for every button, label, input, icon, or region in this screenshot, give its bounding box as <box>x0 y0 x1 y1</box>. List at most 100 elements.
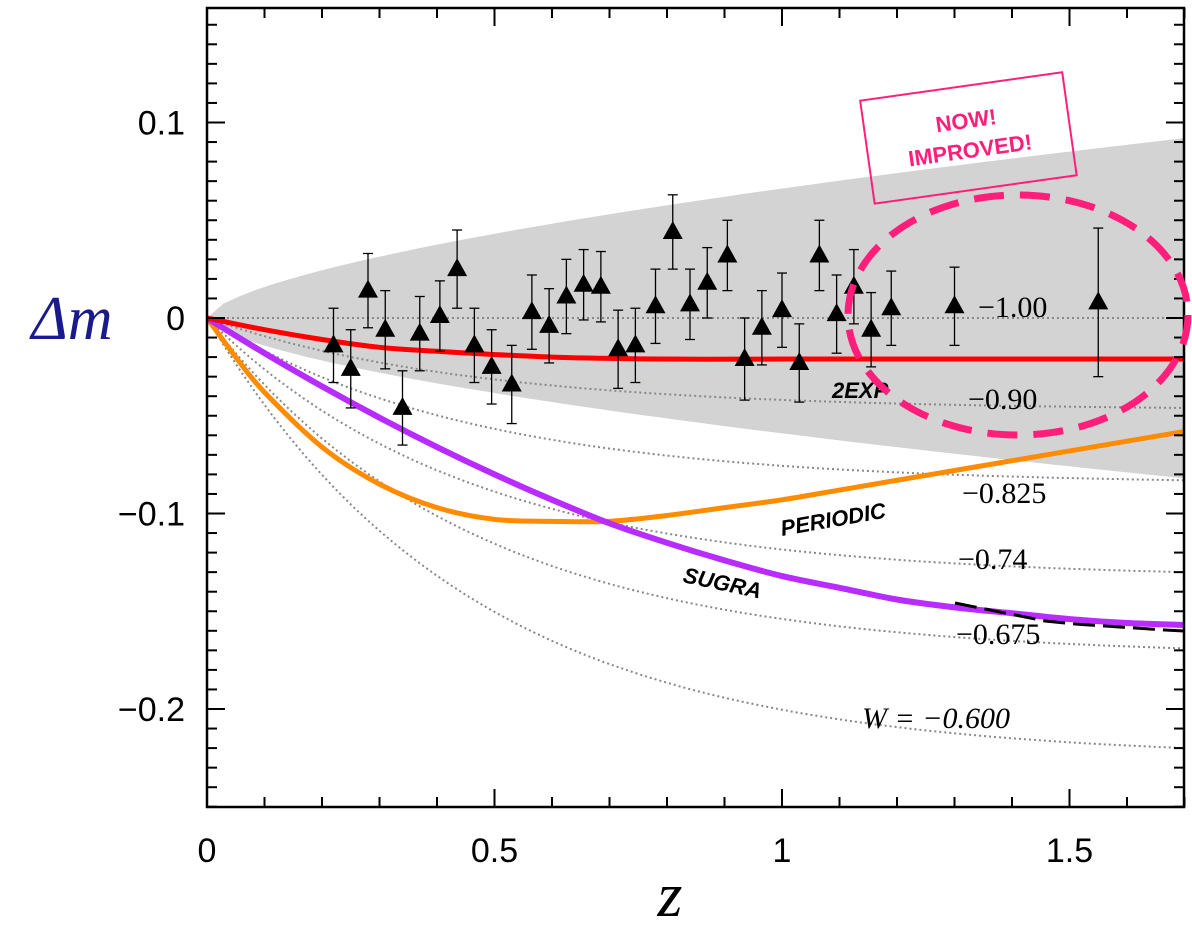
x-tick-label: 0 <box>198 832 217 870</box>
point-marker <box>881 297 902 316</box>
data-point <box>608 309 629 390</box>
y-tick-label: 0.1 <box>138 105 185 143</box>
data-point <box>772 272 792 348</box>
data-point <box>697 246 718 319</box>
data-point <box>573 248 594 321</box>
point-marker <box>734 348 755 367</box>
data-point <box>826 274 847 354</box>
point-marker <box>662 220 683 239</box>
y-tick-label: −0.1 <box>118 496 185 534</box>
data-point <box>789 323 810 403</box>
x-tick-labels: 0 0.5 1 1.5 <box>198 832 1094 870</box>
point-marker <box>608 338 629 357</box>
point-marker <box>358 279 378 298</box>
point-marker <box>340 357 361 376</box>
point-marker <box>447 258 468 277</box>
model-curve-2exp <box>207 315 1184 362</box>
data-point <box>645 268 666 345</box>
w-curve <box>207 317 1184 409</box>
point-marker <box>861 318 882 337</box>
w-label-3: −0.825 <box>962 477 1046 510</box>
point-marker <box>556 285 577 304</box>
point-marker <box>789 351 810 370</box>
data-point <box>809 219 830 292</box>
w-curve <box>207 317 1184 482</box>
data-point <box>429 280 450 352</box>
data-point <box>662 194 683 270</box>
point-marker <box>751 316 772 335</box>
data-point <box>751 289 772 366</box>
point-marker <box>625 334 646 353</box>
data-point <box>340 329 361 409</box>
data-point <box>625 307 646 384</box>
axis-ticks <box>206 8 1186 808</box>
point-marker <box>697 271 718 290</box>
w-label-5: −0.675 <box>956 618 1040 651</box>
point-marker <box>645 295 666 314</box>
point-marker <box>464 334 485 353</box>
model-curve-group <box>207 315 1184 628</box>
point-marker <box>409 322 430 341</box>
point-marker <box>944 295 965 314</box>
point-marker <box>429 305 450 324</box>
data-point <box>464 307 485 384</box>
point-marker <box>680 293 700 312</box>
data-point <box>375 289 396 370</box>
model-curve-periodic <box>207 316 1184 525</box>
data-point <box>358 252 378 329</box>
y-tick-label: 0 <box>166 300 185 338</box>
point-marker <box>323 334 344 353</box>
data-point-group <box>323 194 1109 446</box>
highlight-ellipse <box>844 191 1192 439</box>
w-label-4: −0.74 <box>958 543 1027 576</box>
point-marker <box>375 318 396 337</box>
sugra-dashed-tail <box>954 601 1185 633</box>
point-marker <box>1088 291 1109 310</box>
stamp-line1: NOW! <box>934 104 998 137</box>
w-curve-group <box>207 317 1184 750</box>
x-tick-label: 1 <box>773 832 792 870</box>
data-point <box>717 219 738 292</box>
point-marker <box>772 299 792 318</box>
point-marker <box>573 273 594 292</box>
point-marker <box>392 396 413 415</box>
point-marker <box>809 244 830 263</box>
x-axis-title: z <box>657 859 683 928</box>
data-point <box>861 291 882 368</box>
data-point <box>556 258 577 335</box>
data-point <box>409 295 430 372</box>
w-label-6: W = −0.600 <box>862 702 1010 735</box>
w-label-2: −0.90 <box>968 383 1037 416</box>
data-point <box>323 307 344 384</box>
data-point <box>1088 227 1109 378</box>
data-point <box>590 250 611 323</box>
point-marker <box>501 373 522 392</box>
model-curve-sugra <box>207 315 1184 628</box>
data-point <box>734 317 755 401</box>
data-point <box>944 266 965 347</box>
data-point <box>447 229 468 309</box>
y-tick-labels: 0.1 0 −0.1 −0.2 <box>118 105 185 730</box>
w-curve <box>207 317 1184 574</box>
point-marker <box>590 275 611 294</box>
w-curve <box>207 317 1184 650</box>
point-marker <box>539 314 560 333</box>
model-label-periodic: PERIODIC <box>779 498 889 541</box>
plot-frame <box>205 6 1186 809</box>
point-marker <box>481 355 502 374</box>
data-point <box>392 370 413 446</box>
data-point <box>521 274 542 350</box>
y-axis-title: Δm <box>28 285 112 353</box>
x-tick-label: 0.5 <box>471 832 518 870</box>
point-marker <box>521 301 542 320</box>
x-tick-label: 1.5 <box>1046 832 1093 870</box>
w-label-1: −1.00 <box>978 291 1047 324</box>
y-tick-label: −0.2 <box>118 691 185 729</box>
data-point <box>481 329 502 405</box>
data-point <box>680 268 700 341</box>
data-point <box>539 288 560 364</box>
point-marker <box>826 303 847 322</box>
data-point <box>501 344 522 425</box>
point-marker <box>717 244 738 263</box>
